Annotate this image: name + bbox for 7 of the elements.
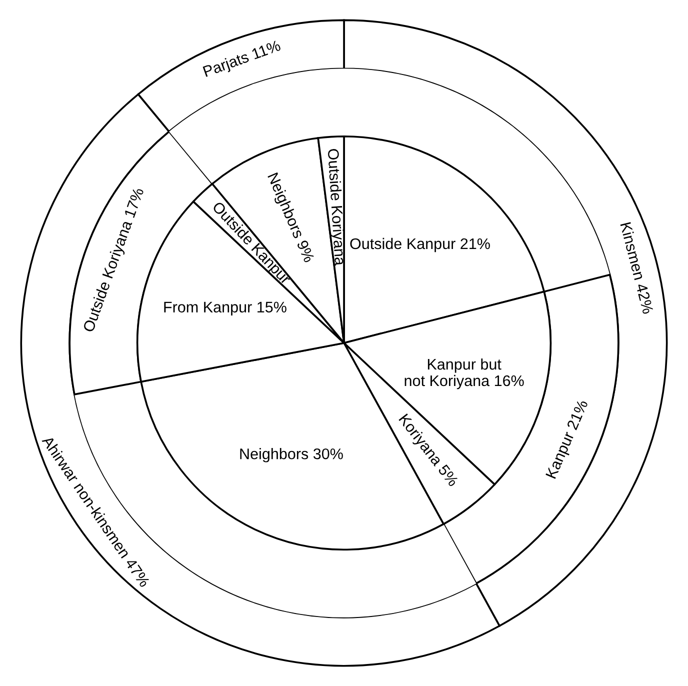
data-label: Parjats 11% — [202, 39, 282, 80]
data-label: Neighbors 30% — [240, 448, 343, 462]
data-label: Kanpur but not Koriyana 16% — [404, 358, 524, 390]
data-label: Outside Kanpur 21% — [350, 238, 490, 252]
data-label: Kinsmen 42% — [620, 222, 654, 314]
data-label: Outside Koriyana — [324, 148, 346, 266]
data-label: From Kanpur 15% — [164, 302, 286, 316]
